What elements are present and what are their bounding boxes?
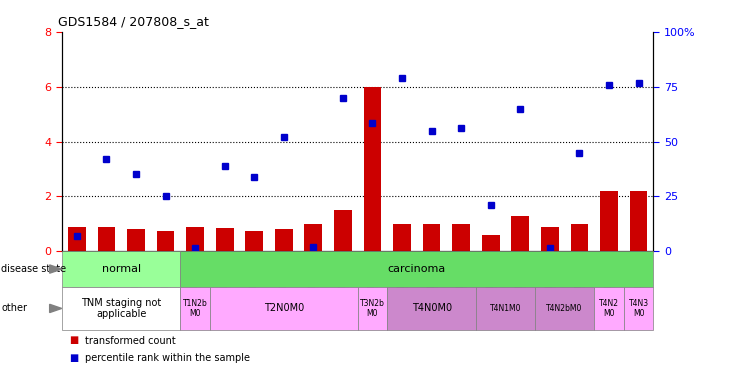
Bar — [600, 191, 618, 251]
Bar — [245, 231, 263, 251]
Text: ■: ■ — [69, 353, 79, 363]
Text: T4N2bM0: T4N2bM0 — [547, 304, 583, 313]
Text: transformed count: transformed count — [85, 336, 176, 345]
Bar — [334, 210, 352, 251]
Bar — [453, 224, 470, 251]
Text: TNM staging not
applicable: TNM staging not applicable — [81, 298, 161, 319]
Text: ■: ■ — [69, 336, 79, 345]
Text: T3N2b
M0: T3N2b M0 — [360, 299, 385, 318]
Bar — [275, 229, 293, 251]
Text: T4N0M0: T4N0M0 — [412, 303, 452, 313]
Bar — [68, 226, 85, 251]
Text: GDS1584 / 207808_s_at: GDS1584 / 207808_s_at — [58, 15, 210, 28]
Bar — [630, 191, 648, 251]
Text: T1N2b
M0: T1N2b M0 — [182, 299, 207, 318]
Bar — [571, 224, 588, 251]
Bar — [216, 228, 234, 251]
Bar — [127, 229, 145, 251]
Text: T4N2
M0: T4N2 M0 — [599, 299, 619, 318]
Bar — [364, 87, 381, 251]
Text: other: other — [1, 303, 28, 313]
Text: carcinoma: carcinoma — [388, 264, 446, 274]
Text: disease state: disease state — [1, 264, 66, 274]
Bar — [482, 235, 499, 251]
Bar — [423, 224, 440, 251]
Bar — [304, 224, 322, 251]
Bar — [98, 226, 115, 251]
Bar — [157, 231, 174, 251]
Bar — [541, 226, 558, 251]
Text: T4N3
M0: T4N3 M0 — [629, 299, 649, 318]
Text: T4N1M0: T4N1M0 — [490, 304, 521, 313]
Text: T2N0M0: T2N0M0 — [264, 303, 304, 313]
Bar — [512, 216, 529, 251]
Bar — [186, 226, 204, 251]
Text: percentile rank within the sample: percentile rank within the sample — [85, 353, 250, 363]
Text: normal: normal — [101, 264, 141, 274]
Bar — [393, 224, 411, 251]
